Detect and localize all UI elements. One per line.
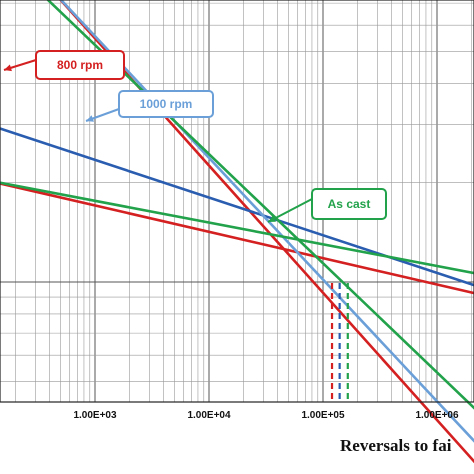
- series-line-blue_plastic: [59, 0, 474, 443]
- annotation-arrowhead: [268, 215, 276, 222]
- x-tick-labels: 1.00E+03 1.00E+04 1.00E+05 1.00E+06: [73, 410, 459, 421]
- annotation-green: As cast: [267, 188, 387, 223]
- annotation-arrowhead: [4, 64, 12, 72]
- annotations: 800 rpm 1000 rpm As cast: [3, 50, 387, 223]
- annotation-label: 800 rpm: [57, 58, 103, 72]
- annotation-label: As cast: [328, 197, 371, 211]
- x-tick-label: 1.00E+06: [415, 410, 459, 421]
- x-tick-label: 1.00E+05: [301, 410, 345, 421]
- annotation-box: [118, 90, 214, 118]
- x-axis-title: Reversals to fai: [340, 436, 452, 455]
- series-line-green_plastic: [46, 0, 474, 410]
- annotation-leader: [267, 198, 313, 223]
- annotation-red: 800 rpm: [3, 50, 125, 80]
- annotation-arrowhead: [86, 115, 94, 122]
- x-tick-label: 1.00E+04: [187, 410, 231, 421]
- annotation-box: [35, 50, 125, 80]
- series-line-blue_elastic: [0, 127, 474, 287]
- x-tick-label: 1.00E+03: [73, 410, 117, 421]
- annotation-box: [311, 188, 387, 220]
- annotation-label: 1000 rpm: [140, 97, 193, 111]
- series-line-red_elastic: [0, 182, 474, 295]
- plot-frame: [0, 0, 474, 403]
- annotation-lightblue: 1000 rpm: [85, 90, 214, 122]
- series-line-green_elastic: [0, 181, 474, 275]
